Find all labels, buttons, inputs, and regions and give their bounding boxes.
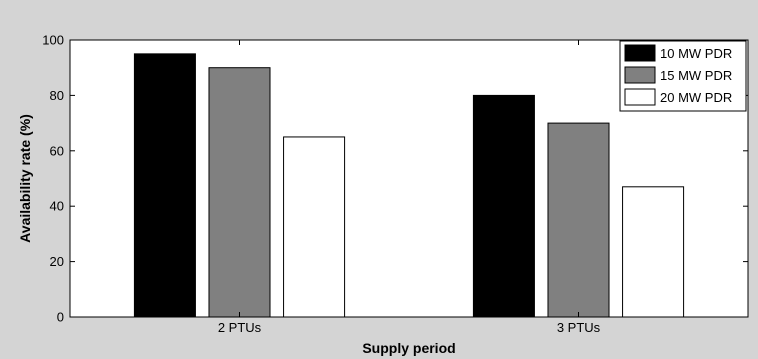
legend-swatch bbox=[624, 88, 656, 106]
y-tick-label: 80 bbox=[50, 88, 64, 103]
plot-frame bbox=[69, 39, 749, 318]
y-tick-label: 0 bbox=[57, 310, 64, 325]
bar bbox=[547, 122, 610, 318]
x-axis-title: Supply period bbox=[362, 340, 455, 356]
legend-label: 20 MW PDR bbox=[660, 90, 732, 105]
y-tick-label: 60 bbox=[50, 143, 64, 158]
bar bbox=[283, 136, 346, 318]
bar bbox=[472, 94, 535, 318]
x-axis: 2 PTUs 3 PTUs bbox=[218, 40, 601, 335]
bars-group bbox=[133, 53, 685, 318]
legend-swatch bbox=[624, 66, 656, 84]
y-axis-title: Availability rate (%) bbox=[17, 114, 33, 243]
y-tick-label: 100 bbox=[42, 33, 64, 48]
legend-label: 15 MW PDR bbox=[660, 68, 732, 83]
bar bbox=[133, 53, 196, 318]
legend-label: 10 MW PDR bbox=[660, 46, 732, 61]
bar bbox=[208, 67, 271, 318]
y-tick-label: 40 bbox=[50, 199, 64, 214]
legend-swatch bbox=[624, 44, 656, 62]
legend: 10 MW PDR 15 MW PDR 20 MW PDR bbox=[619, 40, 747, 112]
x-tick-label: 3 PTUs bbox=[557, 320, 601, 335]
x-tick-label: 2 PTUs bbox=[218, 320, 262, 335]
y-tick-label: 20 bbox=[50, 254, 64, 269]
y-axis: 0 20 40 60 80 100 bbox=[42, 33, 748, 325]
bar bbox=[622, 186, 685, 318]
